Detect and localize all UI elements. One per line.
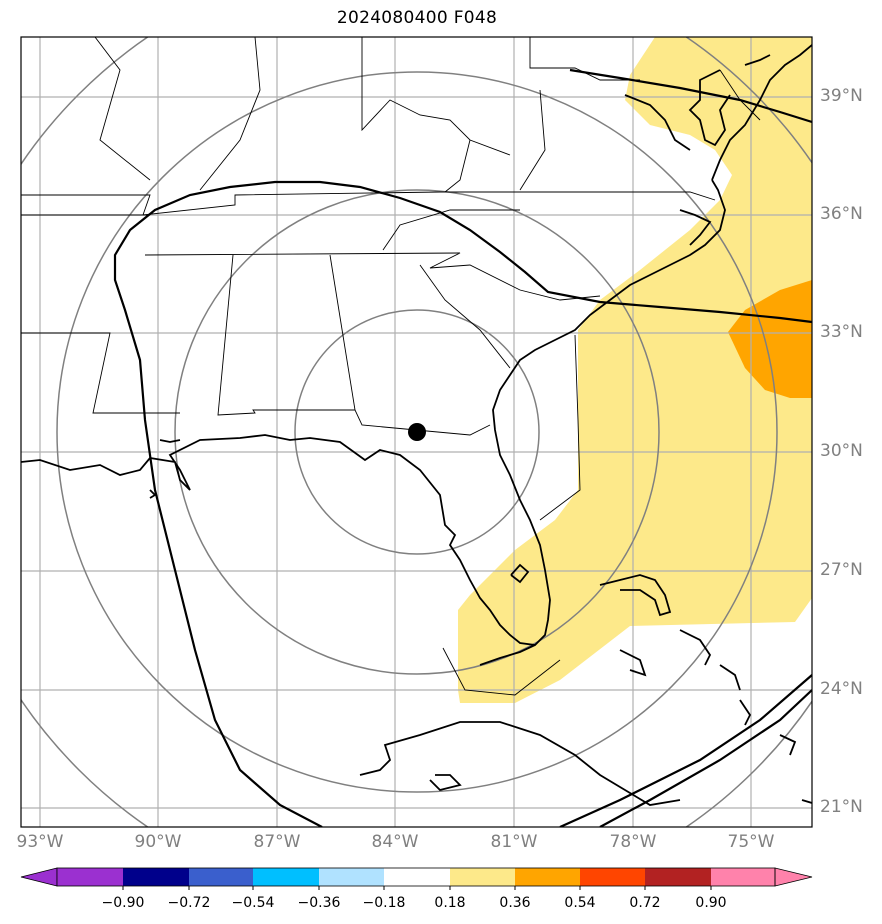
colorbar-extend-high: [774, 867, 813, 887]
lon-label-84w: 84°W: [371, 832, 419, 852]
colorbar: [20, 867, 813, 890]
colorbar-tick-label: 0.36: [499, 895, 531, 911]
lat-label-39n: 39°N: [820, 86, 863, 106]
lat-label-36n: 36°N: [820, 204, 863, 224]
colorbar-bin-0: [57, 868, 123, 886]
colorbar-bin-1: [123, 868, 189, 886]
lat-label-30n: 30°N: [820, 441, 863, 461]
colorbar-bin-7: [515, 868, 580, 886]
colorbar-bin-9: [645, 868, 711, 886]
colorbar-tick-label: 0.18: [434, 895, 466, 911]
colorbar-tick-label: −0.36: [297, 895, 341, 911]
colorbar-tick-label: −0.90: [101, 895, 145, 911]
lon-label-90w: 90°W: [134, 832, 182, 852]
contour-lines: [113, 68, 812, 827]
coastlines: [21, 44, 812, 806]
shaded-field-orange: [728, 280, 812, 398]
lon-label-75w: 75°W: [727, 832, 775, 852]
colorbar-bin-3: [253, 868, 319, 886]
lat-label-21n: 21°N: [820, 797, 863, 817]
colorbar-bin-10: [711, 868, 775, 886]
colorbar-extend-low: [20, 867, 58, 887]
colorbar-tick-label: 0.90: [695, 895, 727, 911]
map-frame: [20, 36, 813, 828]
colorbar-tick-label: −0.72: [167, 895, 211, 911]
colorbar-bin-2: [189, 868, 253, 886]
lon-label-81w: 81°W: [490, 832, 538, 852]
storm-center-marker: [408, 423, 426, 441]
colorbar-bin-4: [319, 868, 384, 886]
colorbar-bin-8: [580, 868, 645, 886]
colorbar-bin-5: [384, 868, 450, 886]
state-boundaries: [21, 37, 761, 696]
lat-label-27n: 27°N: [820, 560, 863, 580]
lon-label-93w: 93°W: [16, 832, 64, 852]
lon-label-87w: 87°W: [253, 832, 301, 852]
lat-label-33n: 33°N: [820, 322, 863, 342]
lat-label-24n: 24°N: [820, 679, 863, 699]
colorbar-tick-label: 0.54: [564, 895, 596, 911]
colorbar-tick-label: 0.72: [629, 895, 661, 911]
colorbar-bin-6: [450, 868, 515, 886]
map-title: 2024080400 F048: [336, 8, 498, 28]
colorbar-tick-label: −0.54: [231, 895, 275, 911]
colorbar-tick-label: −0.18: [362, 895, 406, 911]
lon-label-78w: 78°W: [609, 832, 657, 852]
